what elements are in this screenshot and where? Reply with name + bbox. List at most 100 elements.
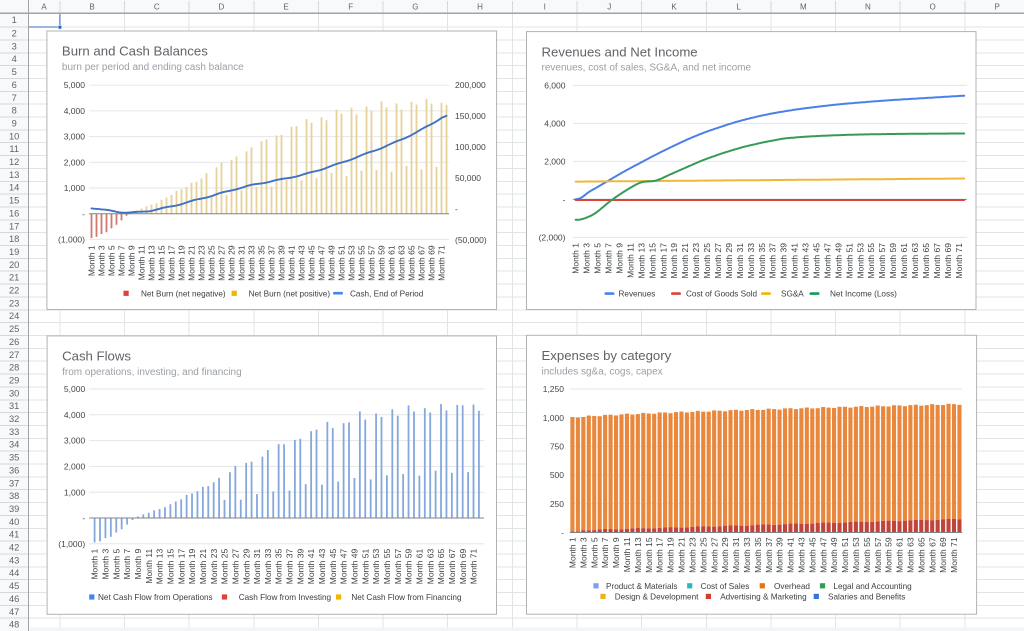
- svg-text:Design & Development: Design & Development: [615, 593, 699, 602]
- svg-text:Month 27: Month 27: [230, 549, 240, 585]
- svg-text:Month 61: Month 61: [387, 245, 397, 281]
- svg-text:Revenues and Net Income: Revenues and Net Income: [542, 44, 698, 59]
- svg-text:200,000: 200,000: [455, 80, 486, 90]
- svg-text:31: 31: [9, 401, 19, 411]
- svg-text:4,000: 4,000: [64, 106, 86, 116]
- svg-text:Month 15: Month 15: [647, 243, 657, 279]
- svg-text:Month 13: Month 13: [636, 243, 646, 279]
- svg-text:Month 5: Month 5: [111, 549, 121, 580]
- svg-text:5,000: 5,000: [64, 80, 86, 90]
- svg-text:Month 25: Month 25: [702, 243, 712, 279]
- svg-text:Month 69: Month 69: [458, 549, 468, 585]
- svg-text:-: -: [561, 528, 564, 538]
- svg-text:Month 27: Month 27: [713, 243, 723, 279]
- svg-text:Month 43: Month 43: [797, 537, 807, 573]
- svg-text:Month 9: Month 9: [133, 549, 143, 580]
- svg-text:Month 65: Month 65: [916, 537, 926, 573]
- svg-text:F: F: [348, 3, 353, 12]
- svg-text:Cash Flow from Investing: Cash Flow from Investing: [239, 593, 332, 602]
- svg-text:Month 49: Month 49: [327, 245, 337, 281]
- svg-text:Month 59: Month 59: [377, 245, 387, 281]
- svg-text:Month 69: Month 69: [943, 243, 953, 279]
- svg-text:Month 43: Month 43: [297, 245, 307, 281]
- svg-text:Month 51: Month 51: [337, 245, 347, 281]
- svg-text:Month 41: Month 41: [287, 245, 297, 281]
- svg-text:Month 9: Month 9: [127, 245, 137, 276]
- svg-text:Month 13: Month 13: [147, 245, 157, 281]
- svg-text:Month 65: Month 65: [436, 549, 446, 585]
- svg-text:Month 57: Month 57: [367, 245, 377, 281]
- svg-text:28: 28: [9, 363, 19, 373]
- svg-text:10: 10: [9, 131, 19, 141]
- svg-text:Month 71: Month 71: [437, 245, 447, 281]
- svg-text:(50,000): (50,000): [455, 235, 487, 245]
- svg-text:Month 45: Month 45: [807, 537, 817, 573]
- svg-text:Month 69: Month 69: [427, 245, 437, 281]
- svg-text:Month 3: Month 3: [97, 245, 107, 276]
- svg-text:Month 47: Month 47: [339, 549, 349, 585]
- svg-text:Advertising & Marketing: Advertising & Marketing: [720, 593, 807, 602]
- svg-text:14: 14: [9, 183, 19, 193]
- svg-text:Month 19: Month 19: [187, 549, 197, 585]
- svg-text:12: 12: [9, 157, 19, 167]
- svg-text:C: C: [154, 3, 160, 12]
- svg-text:Month 41: Month 41: [790, 243, 800, 279]
- svg-text:Month 39: Month 39: [779, 243, 789, 279]
- svg-text:Month 63: Month 63: [906, 537, 916, 573]
- svg-text:2,000: 2,000: [64, 157, 86, 167]
- svg-text:Month 63: Month 63: [910, 243, 920, 279]
- svg-text:Month 33: Month 33: [247, 245, 257, 281]
- svg-text:Month 17: Month 17: [655, 537, 665, 573]
- svg-text:Month 11: Month 11: [144, 549, 154, 584]
- svg-text:Month 1: Month 1: [87, 245, 97, 276]
- svg-text:Month 23: Month 23: [687, 537, 697, 573]
- svg-text:Expenses by category: Expenses by category: [542, 348, 672, 363]
- svg-text:Month 33: Month 33: [746, 243, 756, 279]
- svg-text:18: 18: [9, 234, 19, 244]
- svg-text:8: 8: [12, 106, 17, 116]
- svg-text:Month 47: Month 47: [818, 537, 828, 573]
- svg-text:Month 17: Month 17: [167, 245, 177, 281]
- svg-text:Month 37: Month 37: [285, 549, 295, 585]
- svg-text:23: 23: [9, 298, 19, 308]
- svg-text:Month 17: Month 17: [658, 243, 668, 279]
- svg-text:Month 35: Month 35: [753, 537, 763, 573]
- svg-text:29: 29: [9, 376, 19, 386]
- svg-text:Month 55: Month 55: [357, 245, 367, 281]
- svg-text:6,000: 6,000: [544, 81, 566, 91]
- svg-text:Month 13: Month 13: [155, 549, 165, 585]
- svg-text:1,000: 1,000: [64, 183, 86, 193]
- svg-text:Month 71: Month 71: [954, 243, 964, 279]
- svg-text:Net Income (Loss): Net Income (Loss): [830, 290, 897, 299]
- svg-text:Month 61: Month 61: [899, 243, 909, 279]
- svg-text:-: -: [455, 204, 458, 214]
- svg-text:27: 27: [9, 350, 19, 360]
- svg-text:17: 17: [9, 221, 19, 231]
- svg-text:3,000: 3,000: [64, 132, 86, 142]
- svg-text:Month 53: Month 53: [851, 537, 861, 573]
- svg-text:I: I: [544, 3, 546, 12]
- svg-text:-: -: [563, 195, 566, 205]
- svg-text:Month 49: Month 49: [833, 243, 843, 279]
- svg-text:50,000: 50,000: [455, 173, 481, 183]
- svg-text:35: 35: [9, 453, 19, 463]
- svg-text:Month 37: Month 37: [768, 243, 778, 279]
- svg-text:Month 45: Month 45: [812, 243, 822, 279]
- svg-text:Month 33: Month 33: [263, 549, 273, 585]
- svg-text:Month 3: Month 3: [582, 243, 592, 274]
- svg-text:20: 20: [9, 260, 19, 270]
- svg-text:Month 37: Month 37: [764, 537, 774, 573]
- svg-text:Salaries and Benefits: Salaries and Benefits: [828, 593, 905, 602]
- svg-text:Month 11: Month 11: [137, 245, 147, 280]
- svg-text:Month 5: Month 5: [589, 537, 599, 568]
- svg-text:25: 25: [9, 324, 19, 334]
- svg-text:O: O: [929, 3, 935, 12]
- svg-text:6: 6: [12, 80, 17, 90]
- svg-text:30: 30: [9, 388, 19, 398]
- svg-text:Month 7: Month 7: [122, 549, 132, 580]
- svg-text:Month 31: Month 31: [237, 245, 247, 281]
- svg-text:Month 35: Month 35: [757, 243, 767, 279]
- svg-text:Month 65: Month 65: [407, 245, 417, 281]
- svg-text:41: 41: [9, 530, 19, 540]
- svg-text:Month 59: Month 59: [888, 243, 898, 279]
